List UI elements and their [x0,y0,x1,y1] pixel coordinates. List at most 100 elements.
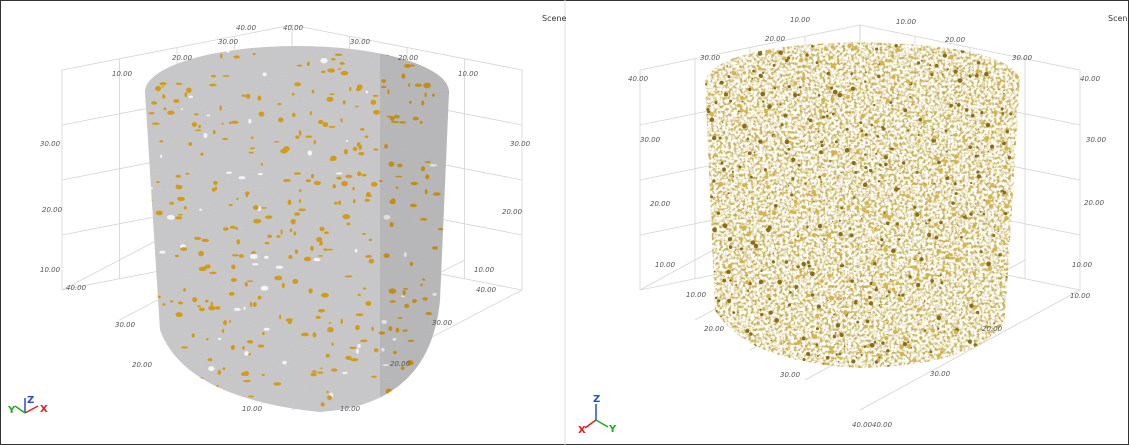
pore [861,133,865,137]
pore [762,100,764,102]
pore [777,306,780,309]
pore [893,330,897,334]
pore [935,157,939,161]
tick-label: 10.00 [340,405,361,413]
pore [962,136,965,139]
pore [832,346,835,349]
pore [924,301,925,302]
inclusion [261,163,263,166]
inclusion [213,181,217,185]
pore [977,154,979,156]
inclusion [357,84,363,89]
inclusion [365,135,369,138]
pore [889,231,891,233]
pore [739,259,743,263]
pore [759,74,763,78]
pore [833,90,838,95]
tick-label: 10.00 [458,70,479,78]
pore [808,268,810,270]
inclusion [231,345,235,350]
pore [993,174,995,176]
pore [836,221,838,223]
pore [755,253,758,256]
pore [948,272,951,275]
tick-label: 30.00 [1086,136,1107,144]
pore [749,205,752,208]
tick-label: 10.00 [242,405,263,413]
pore [994,226,996,228]
pore [845,148,850,153]
pore [864,166,867,169]
inclusion [178,301,183,304]
inclusion [304,257,311,262]
pore [899,345,904,350]
inclusion [249,152,254,154]
inclusion [292,93,295,96]
pore [837,252,841,256]
pore [774,318,779,323]
inclusion [329,322,332,324]
pore [952,207,955,210]
pore [854,171,857,174]
inclusion [340,118,342,122]
pore [802,262,806,266]
pore [815,314,819,318]
inclusion [283,179,291,182]
inclusion [262,374,265,376]
inclusion [356,313,364,316]
inclusion [215,306,221,310]
pore [922,217,924,219]
pore [891,288,895,292]
pore [794,200,798,204]
pore [868,261,870,263]
pore [847,145,848,146]
pore [891,249,896,254]
pore [807,118,809,120]
pore [797,340,801,344]
inclusion [189,96,194,99]
inclusion [294,82,301,86]
inclusion [241,95,247,97]
pore [737,199,739,201]
pore [918,134,920,136]
pore [726,270,731,275]
pore [830,97,834,101]
pore [809,125,813,129]
inclusion [160,155,162,158]
tick-label: 20.00 [398,54,419,62]
inclusion [346,140,348,142]
inclusion [357,344,360,348]
pore [934,194,939,199]
inclusion [243,380,251,382]
inclusion [199,209,202,211]
inclusion [331,58,336,60]
inclusion [258,296,262,300]
pore [738,251,740,253]
pore [914,166,916,168]
inclusion [326,391,328,394]
tick-label: 10.00 [40,266,61,274]
inclusion [167,215,175,220]
inclusion [321,71,326,73]
inclusion [252,263,259,265]
tick-label: 10.00 [112,70,133,78]
pore [1003,98,1005,100]
pore [901,333,903,335]
pore [989,204,993,208]
pore [739,301,741,303]
pore [950,55,952,57]
pore [874,119,879,124]
inclusion [362,174,367,177]
pore [866,319,870,323]
inclusion [342,372,348,374]
pore [832,221,833,222]
inclusion [208,306,215,311]
pore [852,136,854,138]
pore [881,175,885,179]
pore [970,182,972,184]
pore [987,167,990,170]
pore [815,260,818,263]
tick-label: 30.00 [640,136,661,144]
tick-label: 10.00 [1070,292,1091,300]
pore [763,211,767,215]
